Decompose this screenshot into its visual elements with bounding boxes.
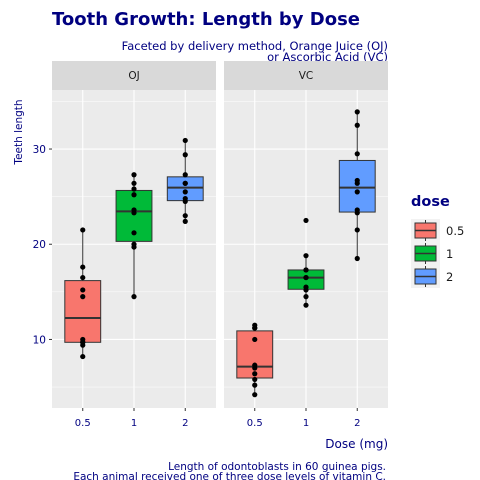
- data-point: [354, 109, 360, 115]
- data-point: [252, 371, 258, 377]
- data-point: [80, 264, 86, 270]
- chart-title: Tooth Growth: Length by Dose: [52, 9, 360, 30]
- x-tick-label: 0.5: [75, 418, 91, 429]
- data-point: [131, 192, 137, 198]
- data-point: [354, 189, 360, 195]
- legend-entry-0.5: 0.5: [411, 219, 464, 242]
- box-oj-2: [166, 137, 204, 224]
- data-point: [182, 152, 188, 158]
- box-oj-1: [115, 172, 153, 300]
- data-point: [303, 253, 309, 259]
- box-vc-2: [338, 109, 376, 262]
- y-axis-label: Teeth length: [13, 99, 25, 165]
- y-tick-label: 30: [33, 144, 46, 156]
- data-point: [80, 287, 86, 293]
- data-point: [252, 365, 258, 371]
- y-tick-label: 10: [33, 334, 46, 346]
- facet-strip-vc: [224, 61, 388, 90]
- chart-subtitle-line-2: or Ascorbic Acid (VC): [267, 50, 388, 64]
- x-tick-label: 0.5: [247, 418, 263, 429]
- data-point: [354, 151, 360, 157]
- data-point: [182, 195, 188, 202]
- data-point: [354, 255, 360, 262]
- legend-entry-label: 1: [446, 247, 453, 261]
- legend: dose 0.5 1 2: [411, 194, 464, 288]
- facet-strip-label: VC: [299, 70, 314, 82]
- box-body: [338, 159, 376, 213]
- data-point: [303, 217, 309, 224]
- data-point: [80, 227, 86, 233]
- facet-panels: OJ 0.5 1 2 VC 0.5 1 2 10 20 30: [33, 61, 388, 429]
- data-point: [80, 274, 86, 281]
- data-point: [80, 339, 86, 345]
- chart-subtitle-line-1: Faceted by delivery method, Orange Juice…: [122, 39, 388, 53]
- data-point: [354, 210, 360, 216]
- data-point: [80, 353, 86, 360]
- data-point: [182, 189, 188, 195]
- x-axis-label: Dose (mg): [325, 437, 388, 451]
- data-point: [252, 392, 258, 398]
- data-point: [252, 382, 258, 388]
- data-point: [182, 172, 188, 178]
- data-point: [354, 122, 360, 128]
- facet-strip-label: OJ: [128, 70, 139, 82]
- data-point: [131, 294, 137, 300]
- box-vc-1: [287, 217, 325, 308]
- data-point: [354, 227, 360, 233]
- data-point: [252, 376, 258, 383]
- legend-entry-label: 2: [446, 270, 453, 284]
- data-point: [131, 186, 137, 192]
- facet-strip-oj: [52, 61, 216, 90]
- data-point: [303, 294, 309, 300]
- data-point: [131, 207, 137, 213]
- box-oj-0.5: [64, 227, 102, 360]
- data-point: [252, 336, 258, 343]
- x-tick-label: 1: [303, 418, 309, 429]
- data-point: [182, 137, 188, 144]
- legend-entry-1: 1: [411, 242, 453, 265]
- legend-entry-label: 0.5: [446, 224, 464, 238]
- legend-title: dose: [411, 194, 450, 210]
- legend-entry-2: 2: [411, 265, 453, 288]
- caption-line-2: Each animal received one of three dose l…: [73, 471, 386, 480]
- data-point: [182, 180, 188, 186]
- x-tick-label: 1: [131, 418, 137, 429]
- data-point: [354, 177, 360, 184]
- data-point: [131, 180, 137, 186]
- caption-line-1: Length of odontoblasts in 60 guinea pigs…: [168, 461, 386, 473]
- data-point: [131, 230, 137, 236]
- data-point: [131, 172, 137, 178]
- data-point: [252, 325, 258, 331]
- y-tick-label: 20: [33, 239, 46, 251]
- data-point: [131, 241, 137, 247]
- data-point: [303, 302, 309, 308]
- data-point: [303, 267, 309, 273]
- data-point: [182, 218, 188, 224]
- data-point: [182, 213, 188, 219]
- data-point: [303, 274, 309, 281]
- data-point: [303, 284, 309, 290]
- box-vc-0.5: [236, 322, 274, 398]
- x-tick-label: 2: [182, 418, 188, 429]
- x-tick-label: 2: [354, 418, 360, 429]
- data-point: [80, 294, 86, 300]
